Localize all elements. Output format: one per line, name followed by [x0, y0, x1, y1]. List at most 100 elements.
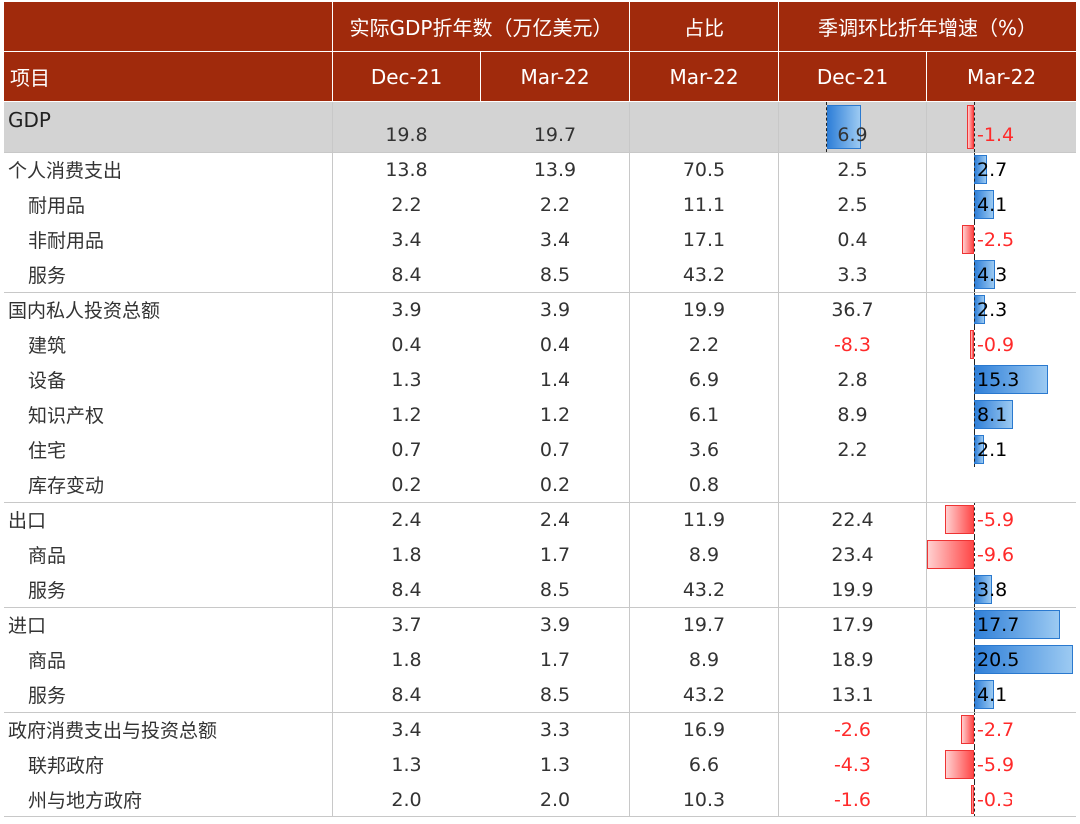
cell-share: 8.9: [688, 543, 720, 566]
cell-growth-mar22: 4.3: [977, 263, 1008, 286]
row-label: 商品: [28, 650, 67, 672]
header-group-growth: 季调环比折年增速（%）: [779, 2, 1076, 51]
cell-share: 10.3: [682, 788, 726, 811]
cell-share: 6.9: [688, 368, 720, 391]
cell-growth-dec21: 13.1: [831, 683, 874, 706]
cell-gdp-mar22: 3.9: [539, 298, 571, 321]
cell-share: 6.1: [688, 403, 720, 426]
row-label: 州与地方政府: [28, 790, 143, 812]
cell-gdp-dec21: 19.8: [385, 124, 428, 146]
cell-share: 2.2: [688, 333, 720, 356]
header-gdp-mar22: Mar-22: [481, 52, 629, 101]
group-divider: [4, 152, 1076, 153]
cell-gdp-mar22: 1.2: [539, 403, 571, 426]
cell-growth-mar22: -5.9: [977, 753, 1015, 776]
cell-share: 43.2: [682, 683, 726, 706]
cell-growth-mar22: 3.8: [977, 578, 1008, 601]
cell-gdp-mar22: 0.4: [539, 333, 571, 356]
row-label: 服务: [28, 580, 67, 602]
row-label: 国内私人投资总额: [8, 300, 161, 322]
table-row: 服务 8.4 8.5 43.2 3.3: [4, 257, 1076, 292]
growth-mar22-axis: [974, 607, 975, 642]
cell-share: 6.6: [688, 753, 720, 776]
row-label: 出口: [8, 510, 47, 532]
cell-growth-mar22: 2.1: [977, 438, 1008, 461]
header-group-share: 占比: [630, 2, 778, 51]
cell-gdp-mar22: 0.2: [539, 473, 571, 496]
row-label: 个人消费支出: [8, 160, 123, 182]
cell-growth-mar22: 2.7: [977, 158, 1008, 181]
cell-share: 43.2: [682, 578, 726, 601]
cell-growth-dec21: -8.3: [833, 333, 872, 356]
cell-gdp-dec21: 1.8: [391, 543, 422, 566]
cell-growth-dec21: 19.9: [831, 578, 874, 601]
cell-gdp-dec21: 3.4: [391, 228, 422, 251]
cell-growth-dec21: -4.3: [833, 753, 872, 776]
cell-gdp-dec21: 13.8: [385, 158, 428, 181]
cell-growth-mar22: -2.7: [977, 718, 1015, 741]
cell-gdp-mar22: 3.4: [539, 228, 571, 251]
group-divider: [4, 712, 1076, 713]
cell-growth-mar22: -0.3: [977, 788, 1015, 811]
row-label: 住宅: [28, 440, 67, 462]
cell-gdp-dec21: 0.2: [391, 473, 422, 496]
cell-share: 11.1: [682, 193, 726, 216]
cell-gdp-mar22: 3.9: [539, 613, 571, 636]
cell-growth-mar22: 4.1: [977, 193, 1008, 216]
cell-gdp-mar22: 0.7: [539, 438, 571, 461]
cell-growth-dec21: 22.4: [831, 508, 874, 531]
cell-gdp-dec21: 1.2: [391, 403, 422, 426]
cell-gdp-dec21: 1.3: [391, 753, 422, 776]
growth-dec21-axis: [826, 102, 827, 152]
table-row: 出口 2.4 2.4 11.9 22.4: [4, 502, 1076, 537]
growth-mar22-axis: [974, 782, 975, 817]
row-label: 耐用品: [28, 195, 86, 217]
cell-share: 19.7: [682, 613, 726, 636]
table-row: GDP 19.8 19.7 6.9: [4, 102, 1076, 152]
table-row: 国内私人投资总额 3.9 3.9 19.9 36.7: [4, 292, 1076, 327]
growth-mar22-axis: [974, 327, 975, 362]
row-label: 知识产权: [28, 405, 105, 427]
cell-gdp-mar22: 2.2: [539, 193, 571, 216]
cell-gdp-dec21: 3.7: [391, 613, 422, 636]
growth-mar22-bar: [974, 400, 1014, 429]
row-label: 服务: [28, 685, 67, 707]
row-label: 建筑: [28, 335, 67, 357]
cell-growth-dec21: 2.8: [837, 368, 868, 391]
table-row: 耐用品 2.2 2.2 11.1 2.5: [4, 187, 1076, 222]
gdp-row-highlight: [4, 102, 1076, 152]
cell-growth-mar22: 17.7: [977, 613, 1020, 636]
cell-gdp-mar22: 1.3: [539, 753, 571, 776]
cell-gdp-dec21: 1.8: [391, 648, 422, 671]
cell-growth-dec21: 23.4: [831, 543, 874, 566]
row-label: 进口: [8, 615, 47, 637]
table-row: 州与地方政府 2.0 2.0 10.3 -1.6: [4, 782, 1076, 817]
row-label: 非耐用品: [28, 230, 105, 252]
growth-mar22-bar: [961, 225, 974, 254]
cell-growth-mar22: -1.4: [977, 124, 1015, 146]
cell-share: 0.8: [688, 473, 720, 496]
cell-gdp-dec21: 0.7: [391, 438, 422, 461]
cell-share: 3.6: [688, 438, 720, 461]
growth-mar22-axis: [974, 712, 975, 747]
cell-gdp-mar22: 2.0: [539, 788, 571, 811]
table-row: 住宅 0.7 0.7 3.6 2.2: [4, 432, 1076, 467]
table-row: 商品 1.8 1.7 8.9 18.9: [4, 642, 1076, 677]
cell-gdp-dec21: 2.0: [391, 788, 422, 811]
cell-growth-mar22: -9.6: [977, 543, 1015, 566]
table-row: 建筑 0.4 0.4 2.2 -8.3: [4, 327, 1076, 362]
row-label: 设备: [28, 370, 67, 392]
cell-growth-mar22: -5.9: [977, 508, 1015, 531]
growth-mar22-axis: [974, 572, 975, 607]
table-row: 服务 8.4 8.5 43.2 13.1: [4, 677, 1076, 712]
watermark-text: 格隆汇: [1017, 796, 1068, 816]
cell-growth-dec21: 2.5: [837, 158, 868, 181]
growth-mar22-axis: [974, 537, 975, 572]
growth-mar22-axis: [974, 187, 975, 222]
cell-growth-dec21: 18.9: [831, 648, 874, 671]
table-row: 设备 1.3 1.4 6.9 2.8: [4, 362, 1076, 397]
cell-growth-mar22: 8.1: [977, 403, 1008, 426]
cell-gdp-dec21: 8.4: [391, 578, 422, 601]
growth-mar22-axis: [974, 502, 975, 537]
cell-gdp-mar22: 1.4: [539, 368, 571, 391]
